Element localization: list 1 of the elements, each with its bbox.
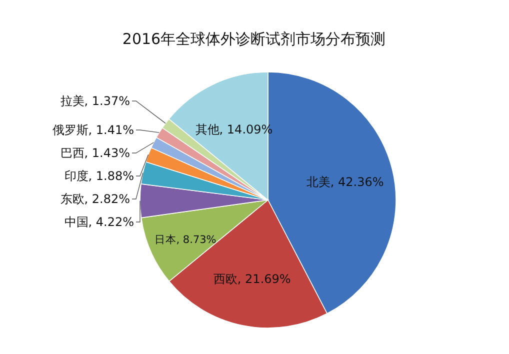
title: 2016年全球体外诊断试剂市场分布预测 (122, 30, 386, 48)
